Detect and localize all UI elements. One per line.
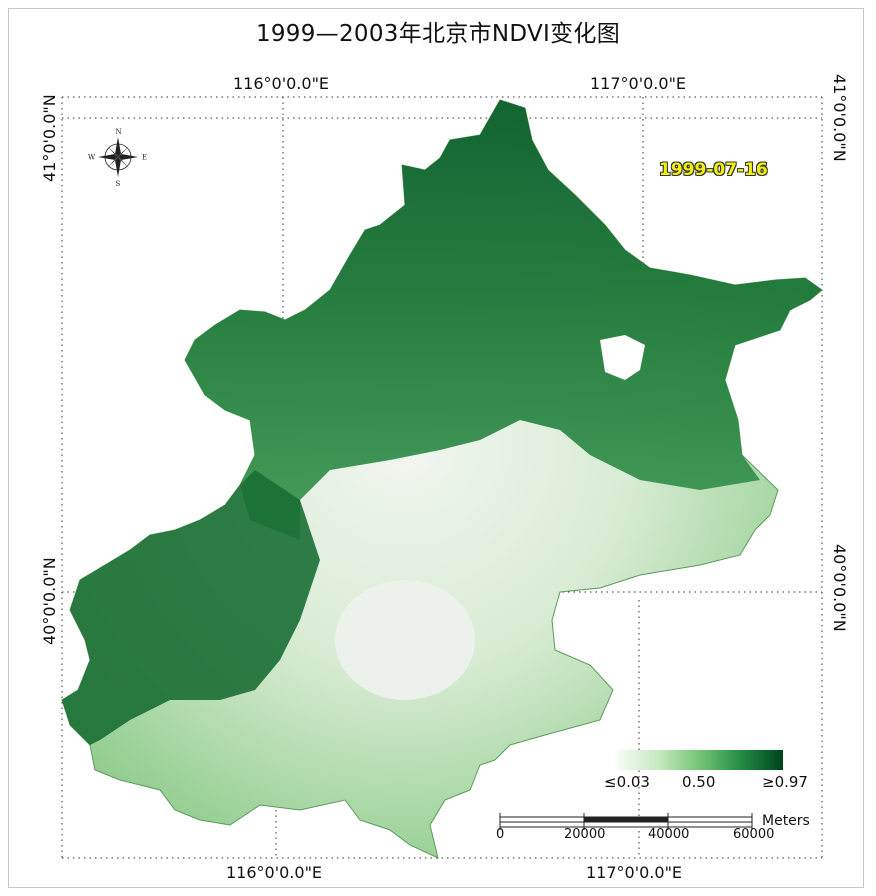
ndvi-legend-ramp [617,750,783,770]
compass-s: S [116,180,121,188]
compass-rose: N S E W [88,128,147,188]
map-title: 1999—2003年北京市NDVI变化图 [255,21,621,47]
date-label: 1999-07-16 [659,160,768,180]
scale-tick-20000: 20000 [564,827,606,842]
legend-max-label: ≥0.97 [762,773,808,791]
lon-label-117-top: 117°0'0.0"E [590,74,687,93]
compass-w: W [88,154,96,162]
scale-unit-label: Meters [762,813,810,829]
lat-label-41-right: 41°0'0.0"N [830,74,849,162]
compass-e: E [142,154,147,162]
scale-tick-60000: 60000 [733,827,775,842]
lon-label-116-top: 116°0'0.0"E [233,74,330,93]
scale-bar [499,813,753,830]
ndvi-low-urban [335,580,475,700]
legend-min-label: ≤0.03 [604,773,650,791]
lat-label-41-left: 41°0'0.0"N [40,94,59,182]
reservoir-patch [600,335,645,380]
scale-tick-0: 0 [496,827,505,842]
lon-label-117-bottom: 117°0'0.0"E [586,863,683,882]
lat-label-40-left: 40°0'0.0"N [40,557,59,645]
map-frame [8,8,864,888]
legend-mid-label: 0.50 [682,773,716,791]
beijing-ndvi-map [61,99,823,859]
scale-tick-40000: 40000 [648,827,690,842]
ndvi-high-west [62,470,320,745]
lon-label-116-bottom: 116°0'0.0"E [226,863,323,882]
lat-label-40-right: 40°0'0.0"N [830,544,849,632]
compass-n: N [116,128,122,136]
ndvi-high-north [185,100,822,540]
